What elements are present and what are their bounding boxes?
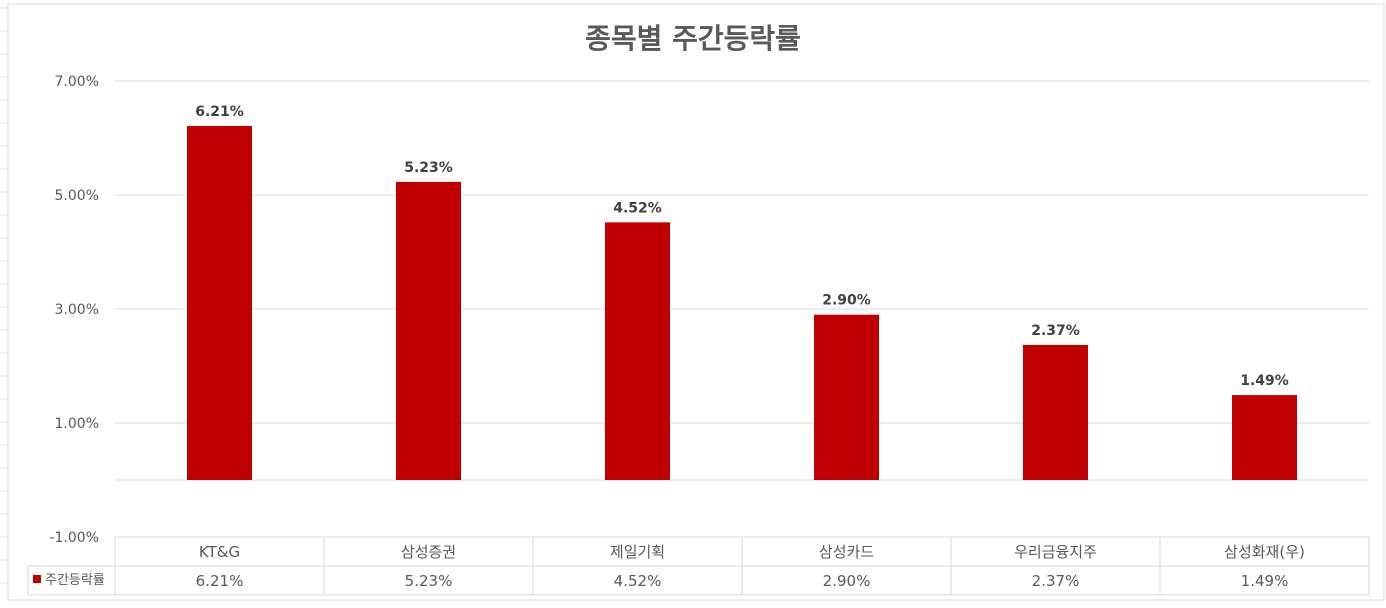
category-label: 제일기획 <box>610 543 665 561</box>
category-label: KT&G <box>199 543 240 561</box>
bar <box>1232 395 1297 480</box>
category-label: 삼성증권 <box>401 543 456 561</box>
y-tick-label: 5.00% <box>55 188 99 204</box>
category-label: 삼성카드 <box>819 543 874 561</box>
table-value: 2.37% <box>1032 572 1080 590</box>
bar-series <box>187 126 1297 481</box>
bar <box>187 126 252 480</box>
table-value: 4.52% <box>614 572 662 590</box>
y-tick-label: 3.00% <box>55 302 99 318</box>
data-table: KT&G 삼성증권 제일기획 삼성카드 우리금융지주 삼성화재(우) 주간등락률 6.21% 5… <box>27 536 1370 596</box>
data-label: 6.21% <box>195 104 244 120</box>
y-axis-tick-labels: 7.00% 5.00% 3.00% 1.00% -1.00% <box>49 74 99 546</box>
table-value: 2.90% <box>823 572 871 590</box>
bar <box>605 222 670 481</box>
bar <box>1023 344 1088 480</box>
category-label: 우리금융지주 <box>1014 543 1097 561</box>
legend-key <box>33 575 41 583</box>
y-tick-label: 1.00% <box>55 416 99 432</box>
data-labels: 6.21% 5.23% 4.52% 2.90% 2.37% 1.49% <box>195 104 1289 389</box>
y-tick-label: -1.00% <box>49 530 99 546</box>
category-label: 삼성화재(우) <box>1224 543 1305 561</box>
legend-label: 주간등락률 <box>45 573 105 588</box>
table-value: 5.23% <box>405 572 453 590</box>
data-label: 2.90% <box>822 293 871 309</box>
bar <box>396 181 461 480</box>
data-label: 1.49% <box>1240 373 1289 389</box>
data-label: 2.37% <box>1031 323 1080 339</box>
table-value: 6.21% <box>196 572 244 590</box>
data-label: 4.52% <box>613 200 662 216</box>
chart-title: 종목별 주간등락률 <box>585 22 801 55</box>
table-value: 1.49% <box>1241 572 1289 590</box>
bar <box>814 314 879 480</box>
data-label: 5.23% <box>404 160 453 176</box>
y-tick-label: 7.00% <box>55 74 99 90</box>
sheet-gridlines <box>0 7 8 584</box>
